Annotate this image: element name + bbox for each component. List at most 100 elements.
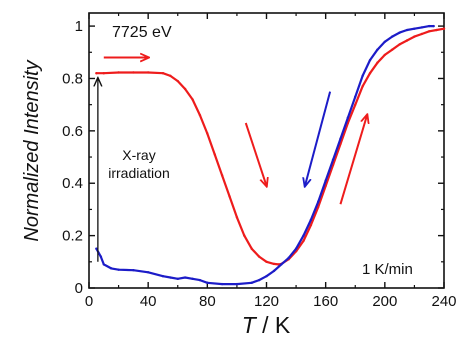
series-2-point xyxy=(432,24,435,28)
series-2-point xyxy=(169,276,172,279)
series-1-point xyxy=(191,98,194,101)
series-1-point xyxy=(213,153,216,156)
series-1-point xyxy=(161,72,165,75)
series-2-point xyxy=(302,234,305,237)
series-2-point xyxy=(391,35,394,38)
series-1-point xyxy=(354,103,357,106)
x-tick-label: 160 xyxy=(313,293,338,310)
series-2-point xyxy=(272,269,276,273)
series-2-point xyxy=(339,137,342,140)
y-axis-title: Normalized Intensity xyxy=(21,59,43,241)
series-1-point xyxy=(413,35,416,38)
x-axis-title-italic: T xyxy=(242,312,258,338)
series-2-point xyxy=(413,27,416,30)
series-1-point xyxy=(405,39,409,42)
series-2-point xyxy=(368,58,372,62)
series-1-point xyxy=(368,72,372,75)
series-1-point xyxy=(117,71,120,74)
series-2-point xyxy=(376,48,379,51)
series-line-2 xyxy=(95,25,435,286)
series-2-point xyxy=(220,282,224,286)
series-1-point xyxy=(272,262,276,266)
series-2-point xyxy=(206,281,209,284)
direction-arrow-3 xyxy=(305,91,332,186)
series-2-point xyxy=(420,26,424,29)
series-2-point xyxy=(161,275,165,278)
series-2-point xyxy=(176,277,179,281)
series-1-point xyxy=(220,174,224,177)
series-2-point xyxy=(383,40,387,44)
series-1-point xyxy=(376,61,379,64)
series-2-point xyxy=(317,200,320,203)
series-1-point xyxy=(206,132,209,135)
series-1-point xyxy=(361,85,364,88)
series-1-point xyxy=(302,239,305,243)
series-1-point xyxy=(198,113,202,117)
series-1-point xyxy=(383,53,387,57)
x-tick-label: 80 xyxy=(199,293,216,310)
rate-annotation: 1 K/min xyxy=(362,261,413,278)
series-1-point xyxy=(183,87,187,91)
x-axis-title: T / K xyxy=(242,312,291,338)
y-tick-label: 0.6 xyxy=(62,123,83,140)
energy-annotation: 7725 eV xyxy=(112,24,172,41)
series-2-point xyxy=(191,277,194,281)
y-tick-label: 0.8 xyxy=(62,70,83,87)
series-1-point xyxy=(428,30,431,33)
x-tick-label: 0 xyxy=(85,293,93,310)
series-2-point xyxy=(257,278,261,282)
series-1-point xyxy=(317,205,320,209)
y-tick-label: 0.2 xyxy=(62,228,83,245)
series-1-point xyxy=(146,71,150,74)
series-2-point xyxy=(346,116,350,119)
series-2-point xyxy=(398,31,401,34)
y-tick-label: 1 xyxy=(75,18,83,35)
series-1-point xyxy=(235,216,239,219)
series-1-point xyxy=(243,234,246,237)
x-tick-label: 120 xyxy=(254,293,279,310)
series-2-point xyxy=(102,263,105,266)
x-tick-label: 40 xyxy=(140,293,157,310)
series-1-point xyxy=(277,263,280,266)
series-2-point xyxy=(428,24,431,28)
series-1-point xyxy=(95,72,98,75)
series-2-point xyxy=(287,256,290,260)
axis-tick-labels: 0 40 80 120 160 200 240 0 0.2 0.4 0.6 0.8 1 xyxy=(62,18,456,310)
series-1-point xyxy=(169,74,172,78)
series-1-point xyxy=(442,27,446,30)
series-2-point xyxy=(361,74,364,78)
series-2-point xyxy=(331,158,335,161)
series-2-point xyxy=(117,268,120,271)
direction-arrow-4 xyxy=(339,115,367,205)
series-2-point xyxy=(280,263,283,266)
series-1-point xyxy=(132,71,135,74)
x-tick-label: 200 xyxy=(372,293,397,310)
irradiation-label-line2: irradiation xyxy=(108,165,169,181)
x-axis-title-rest: / K xyxy=(256,312,291,338)
series-1-point xyxy=(250,247,253,250)
series-layer xyxy=(95,24,446,286)
series-2-point xyxy=(265,275,268,278)
irradiation-label-line1: X-ray xyxy=(122,147,155,163)
arrow-layer xyxy=(98,58,367,262)
series-1-point xyxy=(435,28,438,32)
series-1-point xyxy=(398,43,401,46)
series-2-point xyxy=(109,267,113,270)
series-1-point xyxy=(309,223,313,227)
series-2-point xyxy=(354,95,357,99)
series-1-point xyxy=(257,255,261,258)
series-2-point xyxy=(294,247,298,250)
series-1-point xyxy=(102,72,105,75)
series-1-point xyxy=(391,48,394,51)
y-tick-label: 0 xyxy=(75,280,83,297)
series-2-point xyxy=(99,255,103,258)
series-2-point xyxy=(132,268,135,272)
direction-arrow-2 xyxy=(244,122,267,186)
series-2-point xyxy=(198,278,202,282)
series-2-point xyxy=(235,282,239,286)
series-2-point xyxy=(324,179,327,182)
y-tick-label: 0.4 xyxy=(62,175,83,192)
series-2-point xyxy=(405,28,409,32)
series-2-point xyxy=(183,276,187,279)
